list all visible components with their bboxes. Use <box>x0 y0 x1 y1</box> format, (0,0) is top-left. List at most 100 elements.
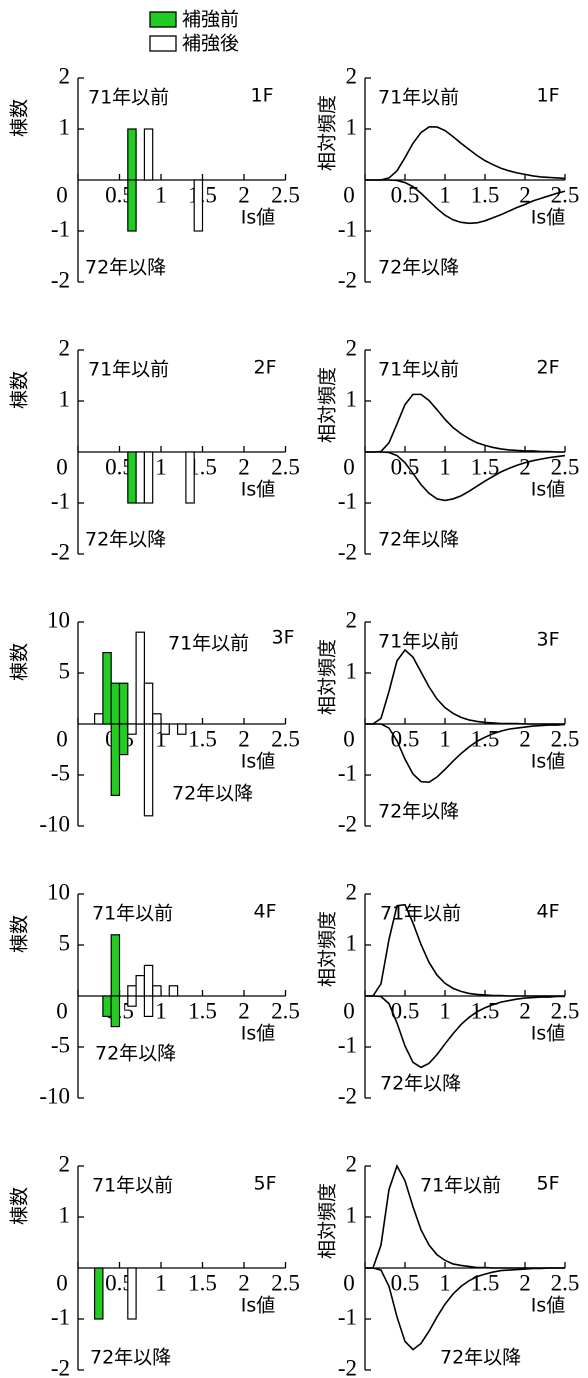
floor-label: 2F <box>536 357 559 379</box>
y-tick-label: 2 <box>59 1151 71 1176</box>
x-tick-label: 2.5 <box>271 726 300 751</box>
x-tick-label: 2 <box>238 998 250 1023</box>
x-axis-label: Is値 <box>241 479 276 501</box>
floor-label: 1F <box>536 85 559 107</box>
y-tick-label: 1 <box>346 658 358 683</box>
y-tick-label: -1 <box>338 1304 357 1329</box>
x-tick-label: 1 <box>439 1270 451 1295</box>
bar <box>193 179 204 232</box>
legend-swatch <box>149 11 177 28</box>
floor-label: 4F <box>536 901 559 923</box>
bar <box>110 995 121 1028</box>
lower-label: 72年以降 <box>440 1347 521 1369</box>
curve <box>365 648 565 725</box>
upper-label: 71年以前 <box>92 1175 173 1197</box>
y-tick-label: -2 <box>51 267 70 292</box>
x-tick-label: 1 <box>439 726 451 751</box>
bar <box>177 723 187 735</box>
y-tick-label: 10 <box>47 879 70 904</box>
curve <box>365 393 565 453</box>
bar <box>127 985 137 997</box>
bar <box>127 995 137 1007</box>
y-tick-label: 5 <box>59 658 71 683</box>
bar <box>143 451 154 504</box>
x-tick-label: 0 <box>56 726 68 751</box>
x-tick-label: 1 <box>155 726 167 751</box>
y-axis-label: 相対頻度 <box>317 95 339 171</box>
lower-label: 72年以降 <box>90 1347 171 1369</box>
y-tick-label: 1 <box>346 114 358 139</box>
upper-label: 71年以前 <box>168 633 249 655</box>
x-tick-label: 2 <box>238 182 250 207</box>
y-tick-label: 1 <box>59 1202 71 1227</box>
x-tick-label: 0 <box>56 1270 68 1295</box>
lower-label: 72年以降 <box>85 529 166 551</box>
x-axis-label: Is値 <box>531 207 566 229</box>
y-tick-label: -2 <box>51 539 70 564</box>
x-tick-label: 1 <box>155 998 167 1023</box>
x-tick-label: 0 <box>343 454 355 479</box>
x-tick-label: 1.5 <box>471 998 500 1023</box>
x-tick-label: 0 <box>343 998 355 1023</box>
x-axis-label: Is値 <box>531 1295 566 1317</box>
x-tick-label: 1.5 <box>188 726 217 751</box>
lower-label: 72年以降 <box>378 257 459 279</box>
bar <box>127 179 137 232</box>
x-tick-label: 1 <box>439 998 451 1023</box>
upper-label: 71年以前 <box>378 87 459 109</box>
upper-label: 71年以前 <box>378 631 459 653</box>
y-tick-label: 1 <box>59 114 71 139</box>
x-axis-label: Is値 <box>531 751 566 773</box>
floor-label: 1F <box>250 85 273 107</box>
floor-label: 5F <box>536 1173 559 1195</box>
upper-label: 71年以前 <box>88 87 169 109</box>
bar <box>143 964 154 997</box>
lower-label: 72年以降 <box>380 1073 461 1095</box>
y-tick-label: -2 <box>338 811 357 836</box>
x-tick-label: 1 <box>155 454 167 479</box>
x-axis-label: Is値 <box>531 1023 566 1045</box>
floor-label: 3F <box>271 627 294 649</box>
lower-label: 72年以降 <box>378 801 459 823</box>
y-tick-label: 1 <box>346 1202 358 1227</box>
x-tick-label: 2.5 <box>551 454 580 479</box>
bar <box>185 451 195 504</box>
bar <box>135 451 146 504</box>
x-tick-label: 2.5 <box>271 454 300 479</box>
y-tick-label: 2 <box>346 1151 358 1176</box>
floor-label: 5F <box>253 1173 276 1195</box>
lower-label: 72年以降 <box>95 1043 176 1065</box>
bar <box>93 1267 104 1320</box>
x-tick-label: 0 <box>56 454 68 479</box>
x-axis-label: Is値 <box>241 751 276 773</box>
bar <box>127 723 137 735</box>
y-tick-label: 2 <box>346 335 358 360</box>
x-tick-label: 2 <box>519 454 531 479</box>
x-tick-label: 2.5 <box>551 182 580 207</box>
x-tick-label: 2 <box>238 454 250 479</box>
y-tick-label: -5 <box>51 1032 70 1057</box>
bar <box>143 128 154 181</box>
bar <box>93 713 104 725</box>
x-tick-label: 2 <box>519 998 531 1023</box>
y-axis-label: 相対頻度 <box>317 911 339 987</box>
y-tick-label: -1 <box>338 1032 357 1057</box>
x-tick-label: 2.5 <box>271 182 300 207</box>
y-tick-label: 2 <box>59 63 71 88</box>
y-tick-label: -1 <box>51 488 70 513</box>
legend-label: 補強前 <box>182 9 239 31</box>
y-tick-label: 2 <box>346 879 358 904</box>
x-tick-label: 2.5 <box>271 1270 300 1295</box>
y-tick-label: -10 <box>39 811 70 836</box>
y-tick-label: 1 <box>346 386 358 411</box>
legend-label: 補強後 <box>182 33 239 55</box>
y-tick-label: -2 <box>338 1355 357 1378</box>
upper-label: 71年以前 <box>380 903 461 925</box>
curve <box>365 1267 565 1351</box>
bar <box>168 985 179 997</box>
floor-label: 2F <box>253 357 276 379</box>
x-tick-label: 1 <box>439 454 451 479</box>
